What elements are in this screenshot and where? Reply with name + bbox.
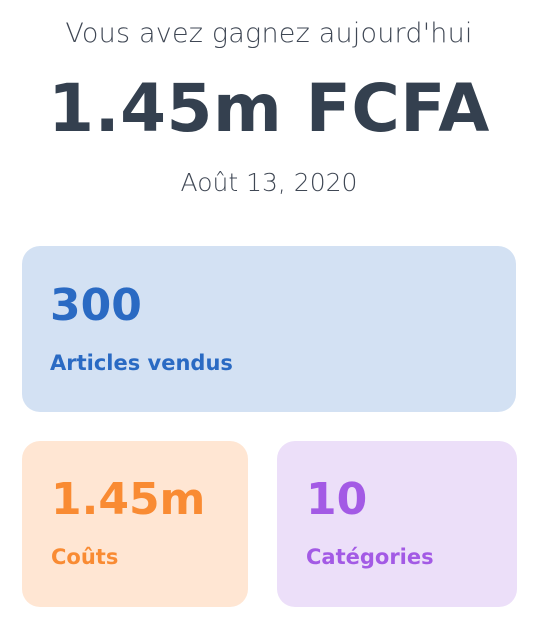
articles-sold-label: Articles vendus: [50, 351, 233, 375]
costs-label: Coûts: [51, 545, 119, 569]
articles-sold-card[interactable]: 300 Articles vendus: [22, 246, 516, 412]
categories-label: Catégories: [306, 545, 434, 569]
earnings-amount: 1.45m FCFA: [48, 70, 490, 147]
articles-sold-value: 300: [50, 280, 142, 331]
earnings-subtitle: Vous avez gagnez aujourd'hui: [65, 18, 473, 49]
costs-value: 1.45m: [51, 474, 206, 525]
costs-card[interactable]: 1.45m Coûts: [22, 441, 248, 607]
earnings-date: Août 13, 2020: [180, 168, 358, 197]
categories-value: 10: [306, 474, 368, 525]
categories-card[interactable]: 10 Catégories: [277, 441, 517, 607]
